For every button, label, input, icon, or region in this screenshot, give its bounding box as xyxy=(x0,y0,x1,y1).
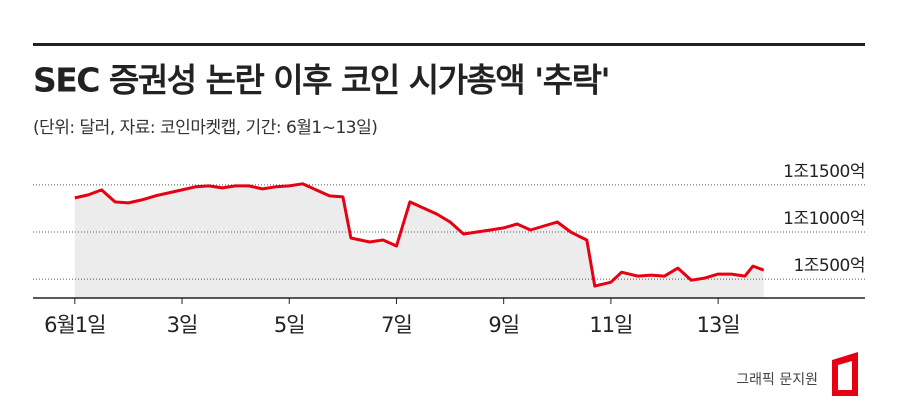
y-tick-label: 1조500억 xyxy=(793,256,865,276)
y-tick-label: 1조1000억 xyxy=(783,209,865,229)
x-tick-label: 5일 xyxy=(274,313,305,337)
logo xyxy=(832,352,858,396)
chart-subtitle: (단위: 달러, 자료: 코인마켓캡, 기간: 6월1~13일) xyxy=(33,118,377,138)
x-tick-label: 11일 xyxy=(589,313,632,337)
area xyxy=(74,183,764,298)
top-rule xyxy=(33,43,865,46)
y-tick-label: 1조1500억 xyxy=(783,162,865,182)
chart-title: SEC 증권성 논란 이후 코인 시가총액 '추락' xyxy=(33,61,609,100)
x-tick-label: 7일 xyxy=(381,313,412,337)
x-tick-label: 9일 xyxy=(488,313,519,337)
x-tick-label: 6월1일 xyxy=(44,313,105,337)
line xyxy=(74,182,765,288)
x-tick-label: 13일 xyxy=(697,313,740,337)
plot: 1조500억 1조1000억 1조1500억 6월1일 3일 5일 7일 9일 11일 13일 xyxy=(33,162,866,337)
credit: 그래픽 문지원 xyxy=(736,372,818,388)
x-tick-label: 3일 xyxy=(167,313,198,337)
